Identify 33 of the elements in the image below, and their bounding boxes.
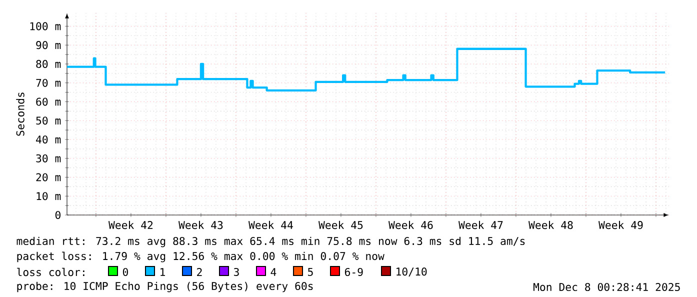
legend-label: 4	[270, 268, 276, 276]
text: median rtt: 73.2 ms avg 88.3 ms max 65.4 ms min 75.8 ms now 6.3 ms sd 11.5 am/s	[16, 236, 525, 248]
text: probe: 10 ICMP Echo Pings (56 Bytes) every 60s	[17, 282, 313, 292]
legend-label: 6-9	[344, 268, 363, 276]
y-tick-label: 60 m	[36, 98, 61, 106]
y-tick-label: 30 m	[36, 154, 61, 162]
x-tick-label: Week 49	[598, 220, 643, 230]
x-tick-label: Week 43	[178, 220, 223, 230]
y-tick-label: 100 m	[30, 22, 61, 30]
text: Mon Dec 8 00:28:41 2025	[533, 282, 680, 292]
legend-title: loss color:	[17, 268, 84, 276]
y-tick-label: 40 m	[36, 135, 61, 144]
y-tick-label: 50 m	[36, 116, 61, 125]
y-tick-label: 70 m	[36, 78, 61, 87]
legend-label: 3	[234, 268, 239, 276]
y-tick-label: 10 m	[36, 192, 61, 200]
x-tick-label: Week 46	[388, 220, 433, 230]
legend-label: 0	[122, 268, 128, 276]
x-tick-label: Week 44	[248, 220, 293, 230]
y-tick-label: 0	[55, 210, 60, 220]
y-axis-title: Seconds	[16, 92, 24, 136]
y-tick-label: 80 m	[36, 60, 61, 68]
x-tick-label: Week 47	[458, 220, 503, 230]
x-tick-label: Week 42	[108, 220, 153, 230]
text: packet loss: 1.79 % avg 12.56 % max 0.00 % min 0.07 % now	[17, 252, 384, 262]
x-tick-label: Week 45	[318, 220, 363, 230]
y-tick-label: 90 m	[36, 41, 61, 50]
legend-label: 2	[197, 268, 202, 276]
legend-label: 1	[160, 268, 165, 276]
x-tick-label: Week 48	[528, 220, 573, 230]
legend-label: 10/10	[396, 268, 427, 276]
y-tick-label: 20 m	[36, 173, 61, 182]
legend-label: 5	[308, 268, 313, 276]
